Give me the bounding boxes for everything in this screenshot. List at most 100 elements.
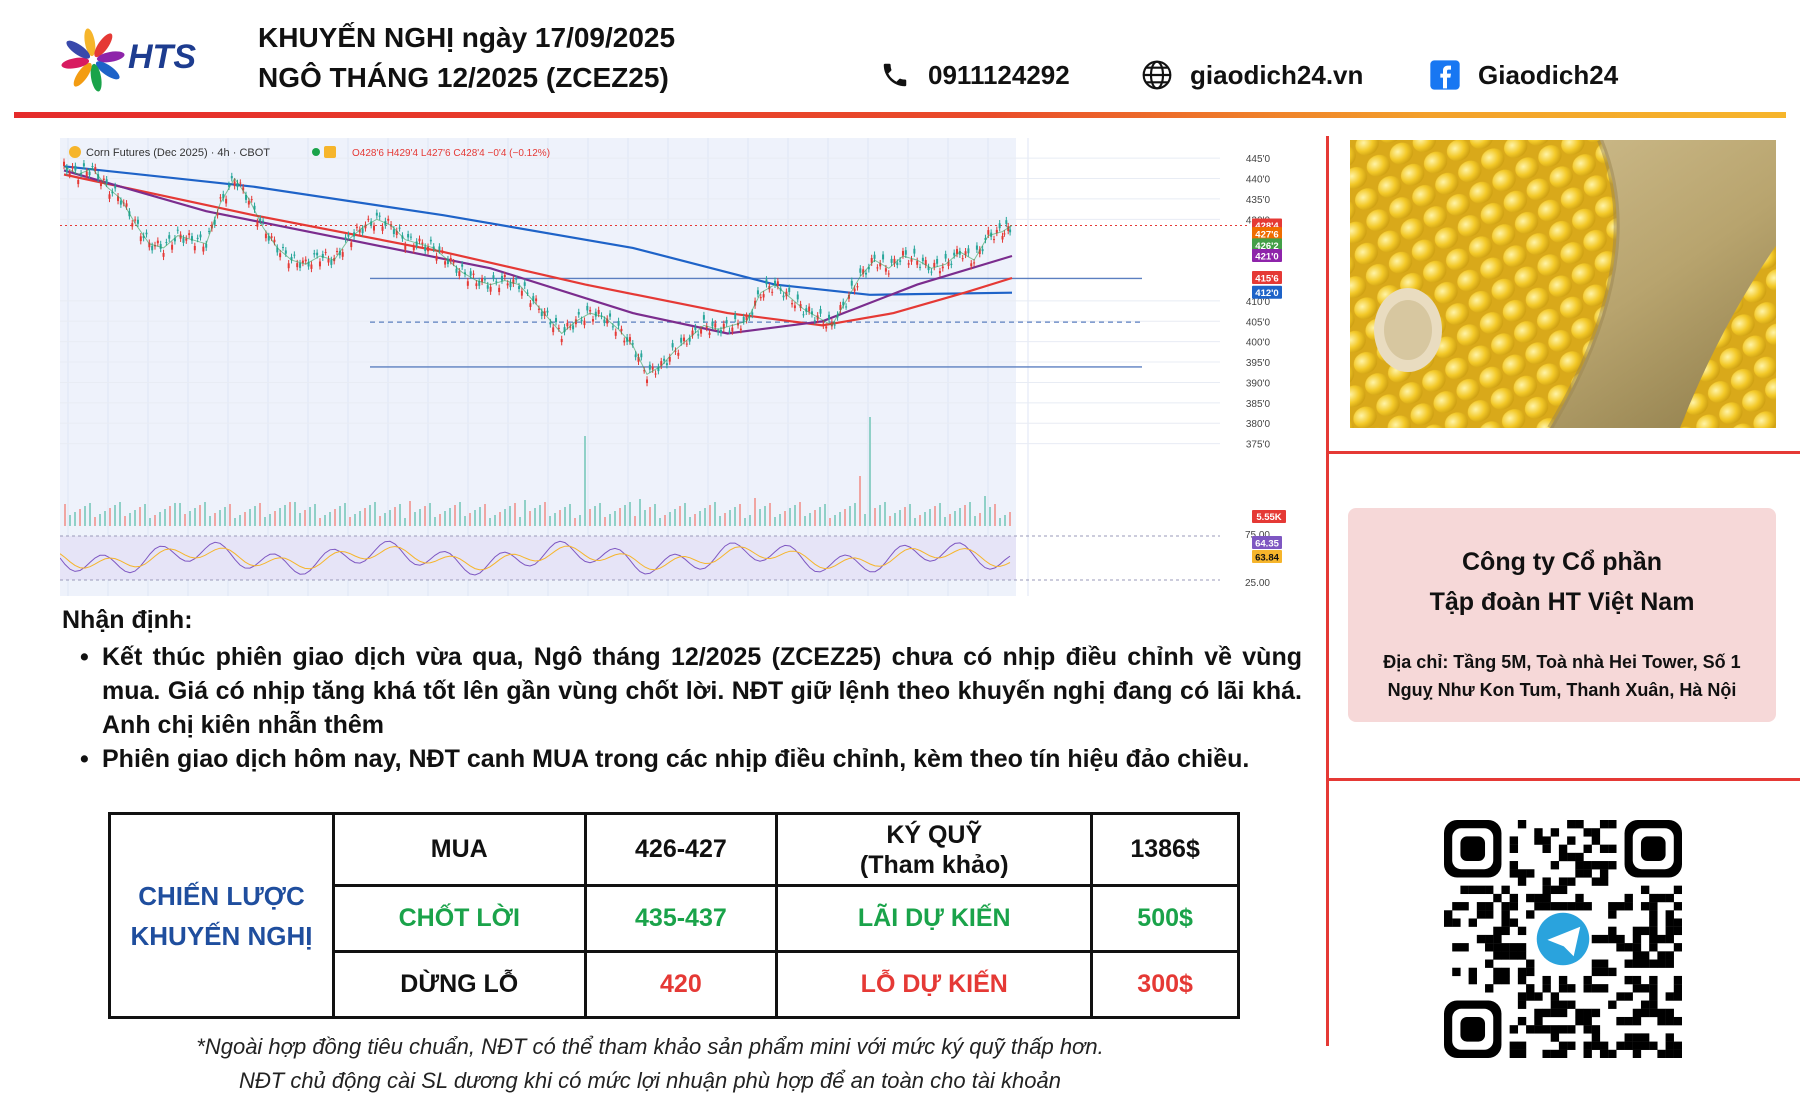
price-chart: 445'0440'0435'0430'0410'0405'0400'0395'0… bbox=[60, 138, 1300, 596]
volume-bar bbox=[169, 506, 171, 526]
candle-body bbox=[304, 259, 307, 262]
candle-body bbox=[515, 278, 518, 280]
volume-bar bbox=[904, 507, 906, 526]
candle-body bbox=[808, 306, 811, 312]
candle-body bbox=[660, 361, 663, 366]
candle-body bbox=[341, 252, 344, 257]
logo-text: HTS bbox=[128, 38, 196, 76]
candle-body bbox=[290, 256, 293, 261]
candle-body bbox=[614, 331, 617, 336]
candle-body bbox=[372, 225, 375, 231]
volume-bar bbox=[634, 516, 636, 526]
candle-body bbox=[921, 257, 924, 262]
company-name-line2: Tập đoàn HT Việt Nam bbox=[1429, 588, 1695, 616]
candle-body bbox=[668, 356, 671, 362]
candle-body bbox=[853, 288, 856, 292]
volume-bar bbox=[789, 508, 791, 526]
candle-body bbox=[145, 232, 148, 235]
telegram-qr-icon[interactable] bbox=[1444, 820, 1682, 1058]
volume-bar bbox=[334, 509, 336, 526]
candle-body bbox=[555, 318, 558, 323]
candle-body bbox=[705, 326, 708, 328]
candle-body bbox=[697, 334, 700, 336]
expected-profit-label: LÃI DỰ KIẾN bbox=[775, 884, 1094, 953]
candle-body bbox=[208, 230, 211, 232]
volume-bar bbox=[894, 513, 896, 526]
volume-bar bbox=[519, 517, 521, 526]
daily-badge-icon bbox=[324, 146, 336, 158]
candle-body bbox=[472, 273, 475, 275]
candle-body bbox=[947, 261, 950, 267]
candle-body bbox=[978, 249, 981, 255]
candle-body bbox=[540, 311, 543, 317]
candle-body bbox=[657, 366, 660, 372]
candle-body bbox=[765, 279, 768, 285]
volume-bar bbox=[399, 504, 401, 526]
candle-body bbox=[984, 237, 987, 240]
facebook-contact[interactable]: Giaodich24 bbox=[1428, 58, 1618, 92]
candle-body bbox=[694, 327, 697, 330]
candle-body bbox=[623, 340, 626, 343]
right-divider-1 bbox=[1326, 451, 1800, 454]
volume-bar bbox=[899, 510, 901, 526]
candle-body bbox=[591, 319, 594, 322]
candle-body bbox=[725, 320, 728, 324]
volume-bar bbox=[629, 502, 631, 526]
candle-body bbox=[842, 301, 845, 306]
candle-body bbox=[225, 198, 228, 204]
candle-body bbox=[404, 244, 407, 250]
volume-bar bbox=[254, 506, 256, 526]
stop-loss-action: DỪNG LỖ bbox=[332, 950, 587, 1019]
volume-bar bbox=[359, 511, 361, 526]
candle-body bbox=[520, 290, 523, 296]
volume-bar bbox=[294, 502, 296, 526]
candle-body bbox=[552, 327, 555, 333]
rsi-tick-label: 25.00 bbox=[1245, 578, 1270, 589]
candle-body bbox=[759, 297, 762, 299]
candle-body bbox=[663, 358, 666, 361]
volume-bar bbox=[759, 509, 761, 526]
candle-body bbox=[245, 194, 248, 200]
volume-bar bbox=[369, 505, 371, 526]
volume-bar bbox=[309, 507, 311, 526]
candle-body bbox=[987, 230, 990, 235]
candle-body bbox=[748, 316, 751, 318]
candle-body bbox=[950, 263, 953, 265]
candle-body bbox=[287, 263, 290, 269]
candle-body bbox=[330, 259, 333, 265]
candle-body bbox=[609, 313, 612, 317]
volume-bar bbox=[929, 509, 931, 526]
analysis-heading: Nhận định: bbox=[62, 606, 193, 634]
candle-body bbox=[722, 323, 725, 329]
website-contact[interactable]: giaodich24.vn bbox=[1140, 58, 1363, 92]
volume-bar bbox=[819, 507, 821, 526]
candle-body bbox=[276, 247, 279, 253]
volume-bar bbox=[389, 510, 391, 526]
volume-bar bbox=[554, 513, 556, 526]
candle-body bbox=[279, 253, 282, 258]
volume-bar bbox=[529, 511, 531, 526]
candle-body bbox=[469, 271, 472, 276]
expected-loss-amount: 300$ bbox=[1090, 950, 1240, 1019]
candle-body bbox=[466, 281, 469, 286]
volume-bar bbox=[654, 504, 656, 526]
volume-bar bbox=[559, 510, 561, 526]
candle-body bbox=[91, 166, 94, 168]
volume-bar bbox=[879, 505, 881, 526]
candle-body bbox=[199, 234, 202, 238]
volume-bar bbox=[799, 502, 801, 526]
company-address: Địa chỉ: Tầng 5M, Toà nhà Hei Tower, Số … bbox=[1383, 652, 1741, 700]
phone-contact[interactable]: 0911124292 bbox=[878, 58, 1070, 92]
volume-bar bbox=[249, 509, 251, 526]
candle-body bbox=[671, 343, 674, 348]
volume-bar bbox=[594, 506, 596, 526]
candle-body bbox=[680, 337, 683, 343]
volume-bar bbox=[379, 516, 381, 526]
candle-body bbox=[518, 286, 521, 290]
volume-bar bbox=[234, 518, 236, 526]
volume-bar bbox=[1009, 512, 1011, 526]
volume-bar bbox=[589, 509, 591, 526]
candle-body bbox=[594, 311, 597, 317]
candle-body bbox=[250, 199, 253, 201]
candle-body bbox=[791, 303, 794, 305]
